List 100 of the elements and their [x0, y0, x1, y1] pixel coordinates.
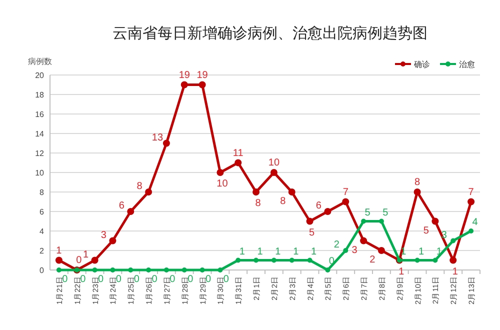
data-label: 0: [98, 274, 104, 285]
data-label: 1: [83, 249, 90, 260]
data-label: 5: [382, 207, 389, 218]
data-label: 1: [239, 246, 246, 258]
point: [216, 169, 224, 176]
point: [271, 258, 276, 263]
data-label: 5: [309, 227, 316, 238]
point: [182, 268, 187, 272]
point: [450, 256, 457, 264]
data-label: 2: [334, 240, 340, 250]
data-label: 13: [152, 132, 164, 144]
point: [343, 248, 348, 253]
data-label: 1: [293, 246, 300, 258]
data-label: 0: [116, 274, 122, 285]
data-label: 1: [418, 246, 425, 258]
legend-label: 确诊: [413, 60, 430, 69]
data-label: 0: [223, 274, 230, 285]
point: [414, 188, 421, 196]
data-label: 6: [316, 200, 322, 212]
point: [164, 268, 169, 272]
point: [109, 237, 116, 244]
point: [342, 198, 350, 206]
point: [91, 256, 98, 264]
data-label: 0: [188, 274, 194, 285]
point: [198, 81, 206, 88]
point: [288, 188, 296, 196]
point: [306, 218, 314, 225]
data-label: 0: [328, 256, 335, 267]
data-label: 1: [311, 246, 318, 258]
data-label: 2: [370, 254, 376, 266]
point: [234, 159, 242, 166]
y-tick-label: 8: [40, 188, 45, 197]
y-axis-title: 病例数: [28, 57, 52, 66]
data-label: 0: [76, 255, 82, 266]
data-label: 10: [268, 158, 280, 168]
data-label: 1: [452, 266, 458, 278]
point: [200, 268, 205, 272]
point: [56, 268, 62, 272]
data-label: 0: [152, 274, 158, 285]
data-label: 19: [196, 70, 208, 81]
y-tick-label: 16: [35, 110, 45, 119]
data-label: 3: [352, 244, 358, 256]
y-tick-label: 14: [35, 130, 45, 138]
data-label: 1: [257, 246, 264, 258]
point: [468, 228, 474, 234]
point: [180, 81, 188, 88]
data-label: 8: [414, 177, 421, 188]
point: [218, 268, 223, 272]
point: [127, 208, 134, 215]
legend-label: 治愈: [459, 60, 475, 69]
data-label: 1: [398, 266, 405, 278]
data-label: 8: [136, 181, 143, 192]
point: [432, 218, 439, 225]
point: [378, 247, 385, 254]
y-tick-label: 12: [35, 149, 45, 158]
data-label: 5: [423, 225, 430, 236]
data-label: 10: [216, 178, 228, 190]
point: [55, 256, 62, 264]
point: [289, 258, 294, 263]
point: [450, 238, 456, 244]
point: [324, 208, 332, 215]
point: [146, 268, 152, 272]
data-label: 19: [178, 70, 190, 81]
y-tick-label: 18: [35, 90, 45, 100]
point: [110, 268, 116, 272]
y-tick-label: 0: [40, 266, 45, 275]
point: [468, 198, 475, 206]
data-label: 5: [364, 207, 371, 218]
point: [92, 268, 98, 272]
y-tick-label: 20: [35, 71, 45, 80]
data-label: 8: [280, 196, 286, 207]
data-label: 4: [472, 217, 478, 228]
point: [378, 218, 384, 224]
data-label: 8: [255, 198, 262, 209]
point: [162, 140, 170, 147]
point: [414, 258, 420, 263]
point: [128, 268, 134, 272]
point: [432, 258, 438, 263]
point: [325, 268, 330, 272]
point: [361, 218, 366, 224]
point: [360, 237, 368, 244]
chart-title: 云南省每日新增确诊病例、治愈出院病例趋势图: [112, 25, 428, 42]
data-label: 7: [468, 186, 474, 198]
y-tick-label: 2: [40, 246, 45, 256]
data-label: 1: [436, 246, 442, 258]
data-label: 3: [100, 230, 107, 241]
point: [236, 258, 241, 263]
data-label: 6: [118, 200, 125, 212]
data-label: 1: [56, 245, 62, 256]
data-label: 0: [134, 274, 140, 285]
data-label: 1: [275, 246, 282, 258]
point: [307, 258, 312, 263]
data-label: 11: [232, 148, 244, 159]
y-tick-label: 10: [35, 168, 45, 178]
point: [254, 258, 259, 263]
point: [145, 188, 152, 196]
y-tick-label: 4: [40, 227, 45, 236]
y-tick-label: 6: [40, 208, 45, 216]
data-label: 0: [170, 274, 176, 285]
point: [252, 188, 260, 196]
